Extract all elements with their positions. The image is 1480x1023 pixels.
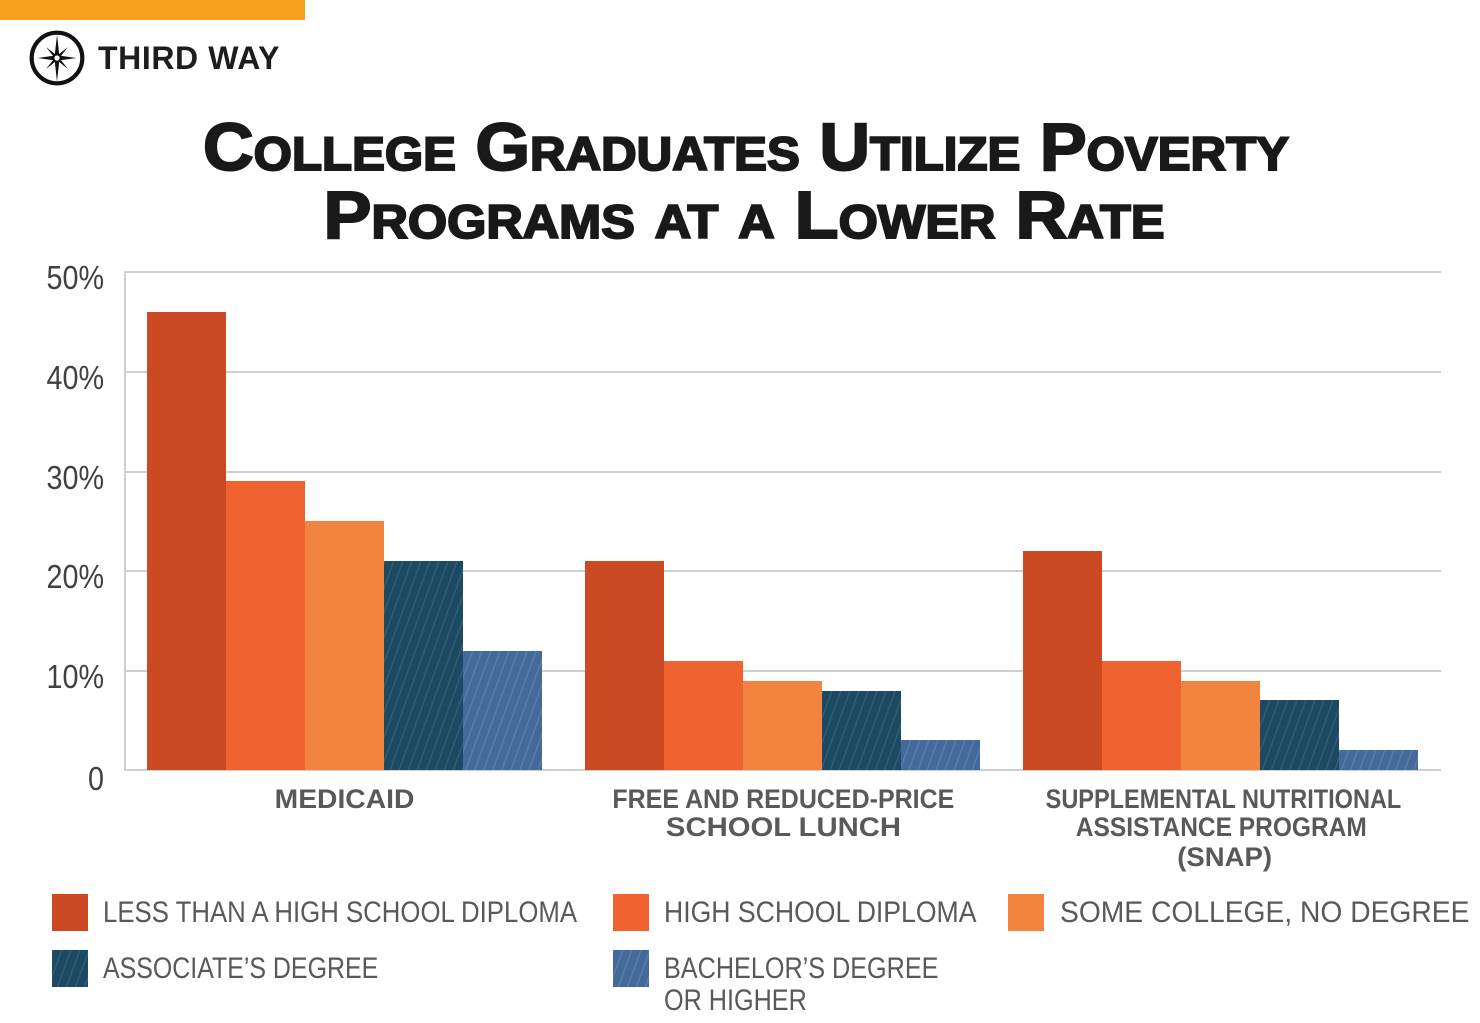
svg-text:College Graduates Utilize Pove: College Graduates Utilize Poverty	[203, 110, 1289, 185]
svg-text:Programs at a Lower Rate: Programs at a Lower Rate	[324, 178, 1165, 253]
